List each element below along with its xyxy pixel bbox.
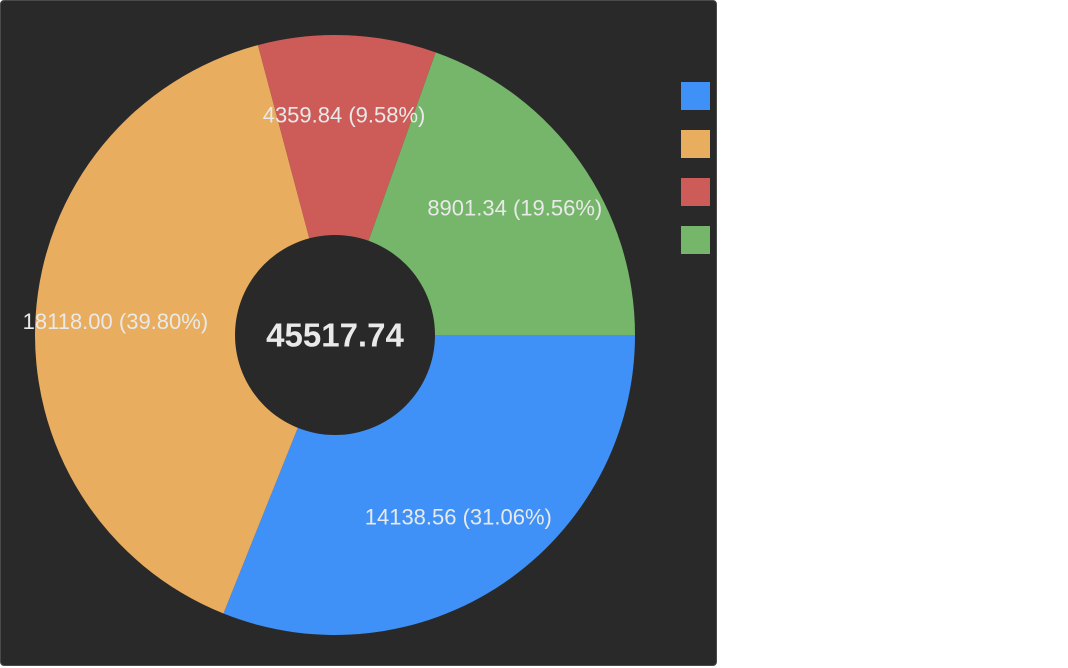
pie-slice-3 (335, 52, 636, 335)
donut-chart: 14138.56 (31.06%) 18118.00 (39.80%) 4359.8… (23, 35, 636, 635)
slice-label-2: 4359.84 (9.58%) (263, 103, 426, 128)
pie-slice-1 (34, 45, 335, 614)
legend (681, 82, 710, 274)
slice-label-0: 14138.56 (31.06%) (365, 505, 552, 530)
slice-label-1: 18118.00 (39.80%) (23, 309, 209, 334)
donut-hole (235, 235, 435, 435)
legend-swatch-1[interactable] (681, 130, 710, 158)
legend-swatch-0[interactable] (681, 82, 710, 110)
legend-swatch-2[interactable] (681, 178, 710, 206)
center-total: 45517.74 (266, 317, 404, 354)
chart-panel: 14138.56 (31.06%) 18118.00 (39.80%) 4359.8… (0, 0, 717, 666)
pie-slice-2 (257, 35, 436, 336)
legend-swatch-3[interactable] (681, 226, 710, 254)
slice-label-3: 8901.34 (19.56%) (427, 196, 602, 221)
labels-layer: 14138.56 (31.06%) 18118.00 (39.80%) 4359.8… (23, 103, 603, 530)
